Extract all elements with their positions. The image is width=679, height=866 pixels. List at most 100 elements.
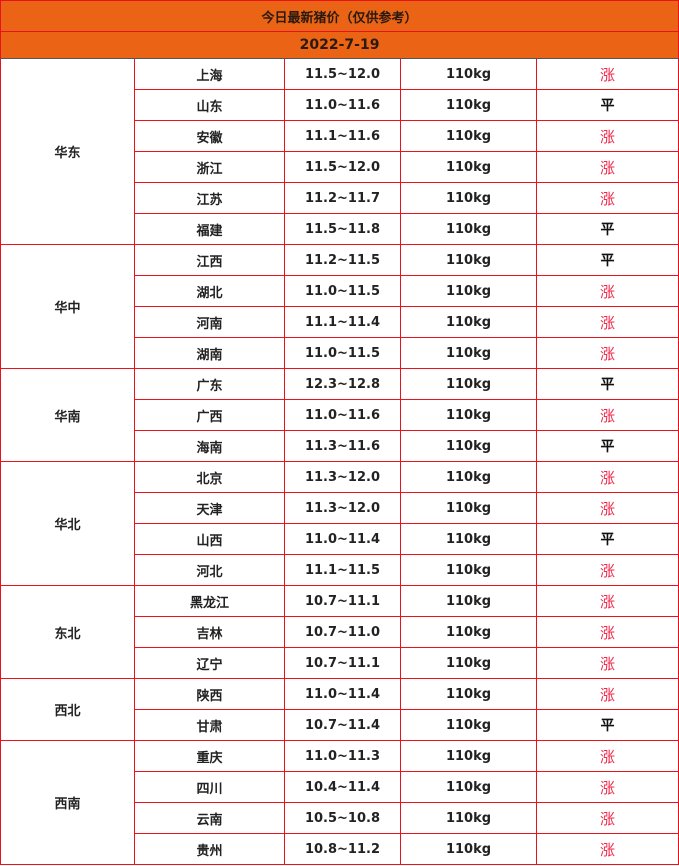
province-cell: 云南 <box>134 802 285 834</box>
trend-cell: 涨 <box>535 120 679 152</box>
weight-cell: 110kg <box>400 709 537 741</box>
trend-cell: 涨 <box>535 647 679 679</box>
province-cell: 湖北 <box>134 275 285 307</box>
weight-cell: 110kg <box>400 58 537 90</box>
trend-cell: 平 <box>535 523 679 555</box>
price-range-cell: 12.3~12.8 <box>284 368 401 400</box>
price-range-cell: 11.0~11.4 <box>284 523 401 555</box>
region-cell: 东北 <box>0 585 135 679</box>
trend-cell: 涨 <box>535 58 679 90</box>
table-row: 河北 11.1~11.5 110kg 涨 <box>1 554 679 586</box>
region-cell: 华南 <box>0 368 135 462</box>
weight-cell: 110kg <box>400 740 537 772</box>
province-cell: 湖南 <box>134 337 285 369</box>
region-cell: 华北 <box>0 461 135 586</box>
province-cell: 黑龙江 <box>134 585 285 617</box>
price-range-cell: 11.1~11.4 <box>284 306 401 338</box>
table-row: 华东 上海 11.5~12.0 110kg 涨 <box>0 58 679 245</box>
province-cell: 陕西 <box>134 678 285 710</box>
weight-cell: 110kg <box>400 120 537 152</box>
weight-cell: 110kg <box>400 182 537 214</box>
price-range-cell: 11.5~12.0 <box>284 151 401 183</box>
trend-cell: 平 <box>535 89 679 121</box>
table-row: 河南 11.1~11.4 110kg 涨 <box>1 306 679 338</box>
table-row: 福建 11.5~11.8 110kg 平 <box>1 213 679 245</box>
price-range-cell: 10.7~11.4 <box>284 709 401 741</box>
province-cell: 重庆 <box>134 740 285 772</box>
table-row: 山东 11.0~11.6 110kg 平 <box>1 89 679 121</box>
province-cell: 安徽 <box>134 120 285 152</box>
table-row: 江苏 11.2~11.7 110kg 涨 <box>1 182 679 214</box>
table-title: 今日最新猪价（仅供参考） <box>0 0 679 32</box>
price-range-cell: 10.4~11.4 <box>284 771 401 803</box>
province-cell: 河南 <box>134 306 285 338</box>
table-row: 浙江 11.5~12.0 110kg 涨 <box>1 151 679 183</box>
weight-cell: 110kg <box>400 89 537 121</box>
region-cell: 西南 <box>0 740 135 865</box>
price-range-cell: 11.1~11.6 <box>284 120 401 152</box>
price-range-cell: 11.0~11.6 <box>284 89 401 121</box>
price-range-cell: 10.8~11.2 <box>284 833 401 865</box>
table-row: 云南 10.5~10.8 110kg 涨 <box>1 802 679 834</box>
weight-cell: 110kg <box>400 492 537 524</box>
weight-cell: 110kg <box>400 771 537 803</box>
trend-cell: 涨 <box>535 833 679 865</box>
province-cell: 辽宁 <box>134 647 285 679</box>
trend-cell: 涨 <box>535 275 679 307</box>
table-row: 华中 江西 11.2~11.5 110kg 平 <box>0 244 679 369</box>
trend-cell: 平 <box>535 244 679 276</box>
price-range-cell: 11.0~11.5 <box>284 275 401 307</box>
province-cell: 福建 <box>134 213 285 245</box>
province-cell: 贵州 <box>134 833 285 865</box>
price-range-cell: 11.1~11.5 <box>284 554 401 586</box>
province-cell: 广西 <box>134 399 285 431</box>
price-range-cell: 10.7~11.1 <box>284 585 401 617</box>
trend-cell: 涨 <box>535 492 679 524</box>
price-range-cell: 11.0~11.6 <box>284 399 401 431</box>
table-row: 华南 广东 12.3~12.8 110kg 平 <box>0 368 679 462</box>
price-range-cell: 11.2~11.5 <box>284 244 401 276</box>
table-row: 湖北 11.0~11.5 110kg 涨 <box>1 275 679 307</box>
weight-cell: 110kg <box>400 275 537 307</box>
price-range-cell: 11.0~11.5 <box>284 337 401 369</box>
weight-cell: 110kg <box>400 430 537 462</box>
table-row: 华北 北京 11.3~12.0 110kg 涨 <box>0 461 679 586</box>
trend-cell: 涨 <box>535 740 679 772</box>
weight-cell: 110kg <box>400 244 537 276</box>
province-cell: 吉林 <box>134 616 285 648</box>
trend-cell: 平 <box>535 213 679 245</box>
price-range-cell: 11.5~12.0 <box>284 58 401 90</box>
trend-cell: 涨 <box>535 771 679 803</box>
weight-cell: 110kg <box>400 368 537 400</box>
province-cell: 甘肃 <box>134 709 285 741</box>
trend-cell: 平 <box>535 368 679 400</box>
trend-cell: 平 <box>535 709 679 741</box>
price-range-cell: 11.3~12.0 <box>284 461 401 493</box>
date-row: 2022-7-19 <box>0 31 679 59</box>
table-row: 西北 陕西 11.0~11.4 110kg 涨 <box>0 678 679 741</box>
province-cell: 天津 <box>134 492 285 524</box>
title-row: 今日最新猪价（仅供参考） <box>0 0 679 32</box>
table-row: 东北 黑龙江 10.7~11.1 110kg 涨 <box>0 585 679 679</box>
weight-cell: 110kg <box>400 213 537 245</box>
region-cell: 西北 <box>0 678 135 741</box>
price-range-cell: 11.5~11.8 <box>284 213 401 245</box>
region-cell: 华中 <box>0 244 135 369</box>
table-row: 吉林 10.7~11.0 110kg 涨 <box>1 616 679 648</box>
price-range-cell: 11.0~11.3 <box>284 740 401 772</box>
weight-cell: 110kg <box>400 585 537 617</box>
province-cell: 四川 <box>134 771 285 803</box>
weight-cell: 110kg <box>400 647 537 679</box>
weight-cell: 110kg <box>400 306 537 338</box>
weight-cell: 110kg <box>400 399 537 431</box>
weight-cell: 110kg <box>400 554 537 586</box>
table-row: 西南 重庆 11.0~11.3 110kg 涨 <box>0 740 679 865</box>
region-cell: 华东 <box>0 58 135 245</box>
price-range-cell: 11.0~11.4 <box>284 678 401 710</box>
trend-cell: 涨 <box>535 678 679 710</box>
province-cell: 广东 <box>134 368 285 400</box>
table-row: 辽宁 10.7~11.1 110kg 涨 <box>1 647 679 679</box>
price-range-cell: 10.7~11.0 <box>284 616 401 648</box>
weight-cell: 110kg <box>400 678 537 710</box>
price-range-cell: 10.5~10.8 <box>284 802 401 834</box>
